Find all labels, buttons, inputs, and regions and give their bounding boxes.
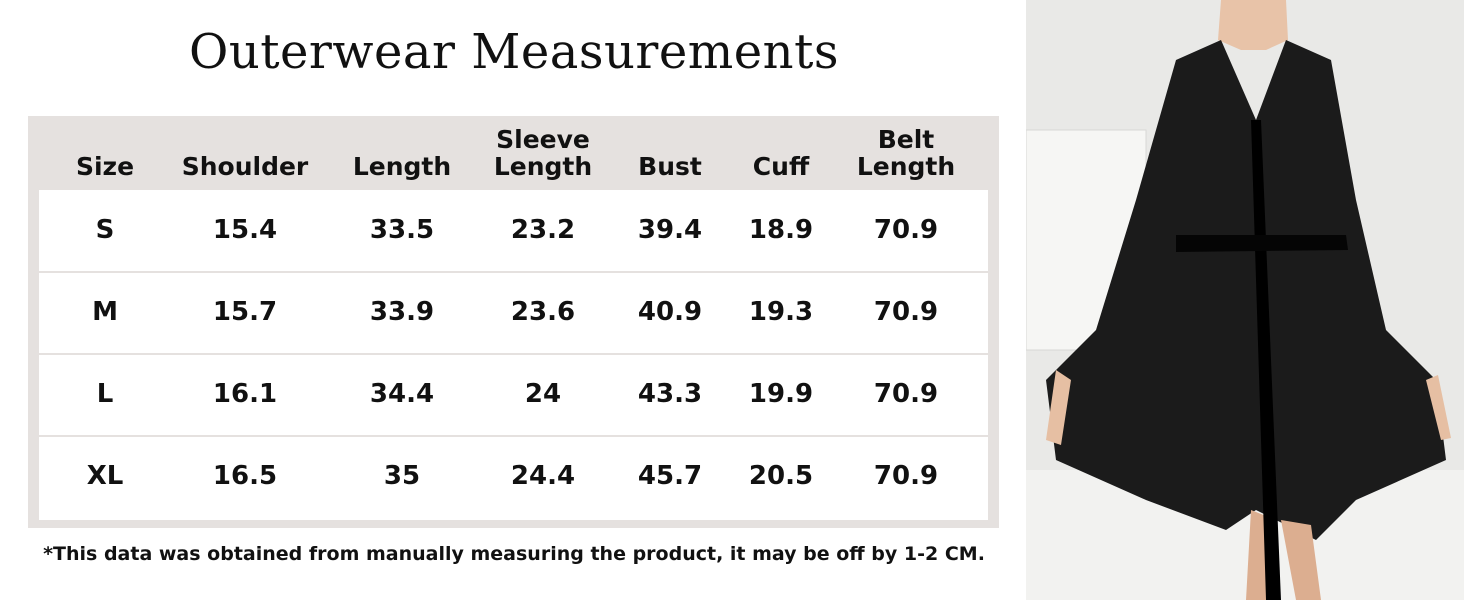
column-header-text: Size xyxy=(75,152,135,181)
table-cell: 15.7 xyxy=(213,272,277,352)
robe xyxy=(1046,40,1446,540)
neck xyxy=(1218,0,1288,50)
table-cell-text: S xyxy=(95,215,115,245)
table-cell: 19.3 xyxy=(749,272,813,352)
table-cell-text: 20.5 xyxy=(748,461,814,491)
table-cell-text: 70.9 xyxy=(873,379,939,409)
table-cell: 70.9 xyxy=(874,190,938,270)
table-cell-text: XL xyxy=(86,461,124,491)
table-cell-text: 24 xyxy=(524,379,562,409)
column-header-text: Cuff xyxy=(752,152,810,181)
product-photo xyxy=(1026,0,1464,600)
table-cell: 70.9 xyxy=(874,436,938,516)
table-cell-text: 43.3 xyxy=(637,379,703,409)
table-cell-text: 70.9 xyxy=(873,297,939,327)
table-cell-text: 19.9 xyxy=(748,379,814,409)
table-cell-text: 15.7 xyxy=(212,297,278,327)
table-cell-text: 70.9 xyxy=(873,461,939,491)
title: Outerwear Measurements xyxy=(188,24,840,80)
table-cell-text: 23.2 xyxy=(510,215,576,245)
table-cell: 39.4 xyxy=(638,190,702,270)
footnote: *This data was obtained from manually me… xyxy=(43,543,985,565)
column-header-text: Shoulder xyxy=(181,152,309,181)
table-cell: 16.1 xyxy=(213,354,277,434)
table-cell: 23.6 xyxy=(511,272,575,352)
table-cell-text: 16.1 xyxy=(212,379,278,409)
column-header: Belt Length xyxy=(857,116,955,190)
table-cell-text: 34.4 xyxy=(369,379,435,409)
column-header: Sleeve Length xyxy=(494,116,592,190)
table-cell-text: 18.9 xyxy=(748,215,814,245)
table-cell: 35 xyxy=(384,436,420,516)
table-cell: 15.4 xyxy=(213,190,277,270)
row-separator xyxy=(39,271,988,273)
table-cell-text: 24.4 xyxy=(510,461,576,491)
table-cell: 40.9 xyxy=(638,272,702,352)
table-cell-text: 15.4 xyxy=(212,215,278,245)
table-cell: 45.7 xyxy=(638,436,702,516)
column-header: Shoulder xyxy=(182,116,309,190)
table-cell-text: 40.9 xyxy=(637,297,703,327)
table-cell: 16.5 xyxy=(213,436,277,516)
table-cell: 18.9 xyxy=(749,190,813,270)
table-cell-text: 35 xyxy=(383,461,421,491)
table-cell: 20.5 xyxy=(749,436,813,516)
table-cell-text: M xyxy=(92,297,118,327)
table-cell-text: 16.5 xyxy=(212,461,278,491)
table-cell: 33.5 xyxy=(370,190,434,270)
table-cell: XL xyxy=(87,436,124,516)
column-header: Length xyxy=(353,116,451,190)
table-cell: 23.2 xyxy=(511,190,575,270)
row-separator xyxy=(39,435,988,437)
table-cell-text: 70.9 xyxy=(873,215,939,245)
column-header-text: Bust xyxy=(638,152,702,181)
column-header: Cuff xyxy=(753,116,809,190)
table-cell-text: L xyxy=(96,379,114,409)
table-cell: 24.4 xyxy=(511,436,575,516)
size-table: S 15.4 33.5 23.2 39.4 18.9 70.9 M 15.7 33.9 23.6 40… xyxy=(28,116,999,528)
column-header-text: Length xyxy=(352,152,452,181)
table-cell-text: 23.6 xyxy=(510,297,576,327)
belt xyxy=(1176,235,1348,252)
table-cell-text: 39.4 xyxy=(637,215,703,245)
table-cell: 33.9 xyxy=(370,272,434,352)
row-separator xyxy=(39,353,988,355)
column-header-text: Belt Length xyxy=(856,125,956,181)
table-cell: 70.9 xyxy=(874,272,938,352)
table-cell-text: 45.7 xyxy=(637,461,703,491)
table-cell-text: 33.9 xyxy=(369,297,435,327)
table-cell: 43.3 xyxy=(638,354,702,434)
column-header-text: Sleeve Length xyxy=(493,125,593,181)
table-cell: L xyxy=(97,354,114,434)
table-cell: M xyxy=(92,272,118,352)
column-header: Bust xyxy=(638,116,702,190)
table-cell: 24 xyxy=(525,354,561,434)
table-cell: 34.4 xyxy=(370,354,434,434)
table-cell: S xyxy=(96,190,115,270)
table-cell: 19.9 xyxy=(749,354,813,434)
table-cell-text: 33.5 xyxy=(369,215,435,245)
column-header: Size xyxy=(76,116,134,190)
table-cell: 70.9 xyxy=(874,354,938,434)
table-body: S 15.4 33.5 23.2 39.4 18.9 70.9 M 15.7 33.9 23.6 40… xyxy=(39,190,988,520)
table-cell-text: 19.3 xyxy=(748,297,814,327)
